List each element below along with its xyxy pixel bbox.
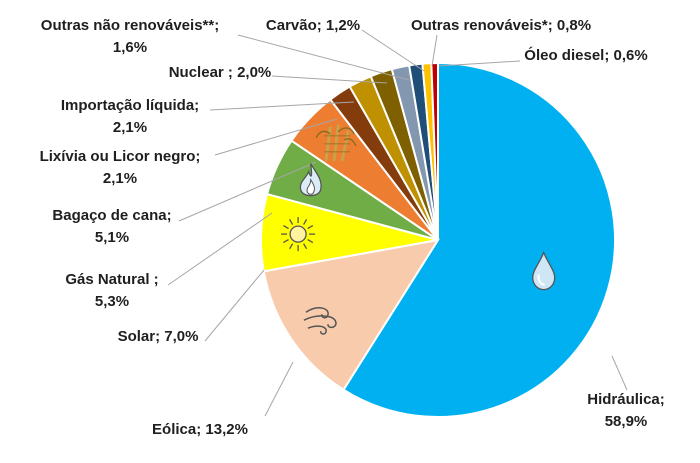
data-label-importacao-liquida: Importação líquida; 2,1% [61, 97, 199, 136]
data-label-gas-natural: Gás Natural ; 5,3% [65, 271, 158, 310]
leader-line [361, 29, 425, 72]
leader-line [178, 161, 317, 222]
leader-line [204, 269, 265, 342]
leader-line [214, 118, 338, 156]
data-label-outras-nao-renovaveis: Outras não renováveis**; 1,6% [41, 17, 219, 56]
water-drop-icon [532, 250, 556, 291]
slice-icons [281, 124, 556, 335]
pie-slices [260, 61, 616, 418]
leader-line [209, 101, 355, 111]
leader-line [264, 361, 294, 417]
data-label-hidraulica: Hidráulica; 58,9% [587, 391, 665, 430]
data-labels: Hidráulica; 58,9% Eólica; 13,2% Solar; 7,0%… [40, 17, 665, 438]
slice-hidraulica [342, 61, 616, 418]
leader-line [431, 34, 438, 67]
sugarcane-icon [315, 124, 357, 162]
leader-line [167, 212, 273, 286]
data-label-oleo-diesel: Óleo diesel; 0,6% [524, 46, 647, 64]
leader-lines [167, 29, 628, 417]
data-label-eolica: Eólica; 13,2% [152, 421, 248, 438]
leader-line [438, 60, 521, 67]
leader-line [271, 75, 388, 84]
sun-icon [281, 217, 316, 252]
data-label-bagaco-de-cana: Bagaço de cana; 5,1% [52, 207, 171, 246]
gas-flame-icon [299, 163, 322, 197]
leader-line [611, 355, 628, 391]
wind-icon [303, 307, 337, 335]
slice-eolica [262, 238, 441, 392]
data-label-nuclear: Nuclear ; 2,0% [169, 64, 272, 81]
leader-line [237, 34, 410, 81]
data-label-carvao: Carvão; 1,2% [266, 17, 360, 34]
data-label-solar: Solar; 7,0% [118, 328, 199, 345]
slice-oleo-diesel [430, 61, 439, 241]
data-label-lixivia-ou-licor-negro: Lixívia ou Licor negro; 2,1% [40, 148, 201, 187]
data-label-outras-renovaveis: Outras renováveis*; 0,8% [411, 17, 591, 34]
